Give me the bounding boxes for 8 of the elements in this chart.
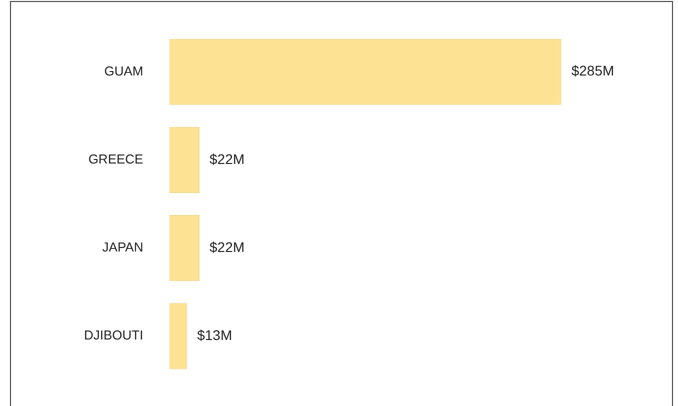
- y-tick-label: DJIBOUTI: [84, 328, 144, 343]
- y-tick-label: GUAM: [104, 63, 144, 78]
- data-label: $22M: [209, 238, 245, 255]
- data-label: $13M: [197, 327, 232, 344]
- y-tick-label: JAPAN: [102, 240, 144, 255]
- data-label: $22M: [209, 150, 245, 167]
- data-label: $285M: [571, 62, 614, 79]
- y-tick-label: GREECE: [88, 152, 144, 167]
